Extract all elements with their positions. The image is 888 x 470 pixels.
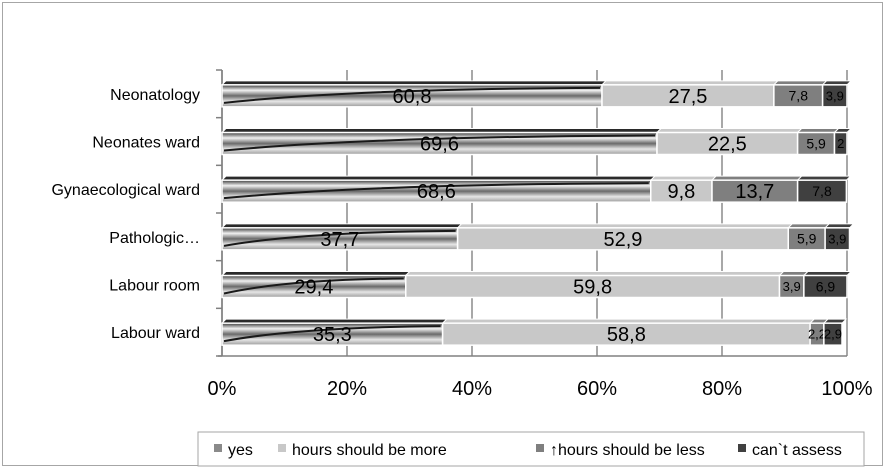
legend-swatch (738, 444, 746, 452)
bar-segment (821, 84, 848, 108)
data-label: 2 (837, 136, 844, 151)
data-label: 22,5 (708, 134, 747, 156)
bar-segment (833, 131, 848, 156)
category-label: Pathologic… (109, 230, 200, 247)
bar-swoosh (223, 229, 456, 247)
data-label: 35,3 (313, 324, 352, 346)
bar-swoosh (223, 182, 649, 200)
bar-segment (796, 179, 848, 203)
x-tick-label: 60% (577, 378, 617, 400)
legend-label: yes (228, 442, 253, 459)
data-label: 2,2 (808, 327, 826, 342)
data-label: 7,8 (789, 88, 809, 104)
legend-label: hours should be more (292, 442, 447, 459)
category-labels: Neonatology Neonates ward Gynaecological w… (51, 87, 200, 342)
bar-segment (823, 322, 843, 346)
data-label: 3,9 (828, 231, 846, 246)
bar-swoosh (223, 325, 441, 343)
category-label: Labour ward (111, 325, 200, 342)
data-label: 6,9 (816, 278, 836, 294)
data-label: 68,6 (417, 181, 456, 203)
legend-box (197, 431, 865, 467)
x-tick-label: 80% (702, 378, 742, 400)
data-label: 29,4 (294, 277, 333, 299)
legend-swatch (214, 444, 222, 452)
legend-label: can`t assess (752, 442, 842, 459)
data-label: 9,8 (667, 181, 695, 203)
category-label: Neonatology (110, 87, 200, 104)
category-label: Labour room (109, 278, 200, 295)
x-tick-label: 20% (327, 378, 367, 400)
bar-segment (824, 227, 851, 251)
data-label: 60,8 (393, 86, 432, 108)
bar-segment (803, 274, 848, 299)
x-tick-label: 40% (452, 378, 492, 400)
data-label: 13,7 (735, 181, 774, 203)
axes (216, 69, 847, 357)
data-label: 5,9 (797, 231, 817, 247)
x-tick-labels: 0% 20% 40% 60% 80% 100% (208, 378, 873, 400)
bars: 60,8 27,5 7,8 3,9 69,6 22,5 5,9 2 68,6 9,8 13,7 7,8… (220, 80, 855, 346)
bar-swoosh (223, 277, 404, 295)
bar-swoosh (223, 134, 656, 152)
bar-swoosh (223, 86, 601, 104)
legend: yes hours should be more ↑hours should be … (197, 431, 865, 467)
data-label: 37,7 (320, 229, 359, 251)
category-label: Neonates ward (92, 135, 200, 152)
data-label: 2,9 (824, 327, 842, 342)
data-label: 69,6 (420, 134, 459, 156)
gridlines (221, 70, 848, 356)
legend-swatch (536, 444, 544, 452)
data-label: 58,8 (607, 324, 646, 346)
legend-swatch (278, 444, 286, 452)
x-tick-label: 0% (208, 378, 237, 400)
legend-label: ↑hours should be less (550, 442, 705, 459)
data-label: 59,8 (573, 277, 612, 299)
data-label: 5,9 (806, 135, 826, 151)
data-label: 3,9 (783, 279, 801, 294)
x-tick-label: 100% (821, 378, 872, 400)
category-label: Gynaecological ward (51, 182, 200, 199)
data-label: 7,8 (812, 183, 832, 199)
data-label: 52,9 (603, 229, 642, 251)
data-label: 3,9 (826, 88, 844, 103)
data-label: 27,5 (668, 86, 707, 108)
